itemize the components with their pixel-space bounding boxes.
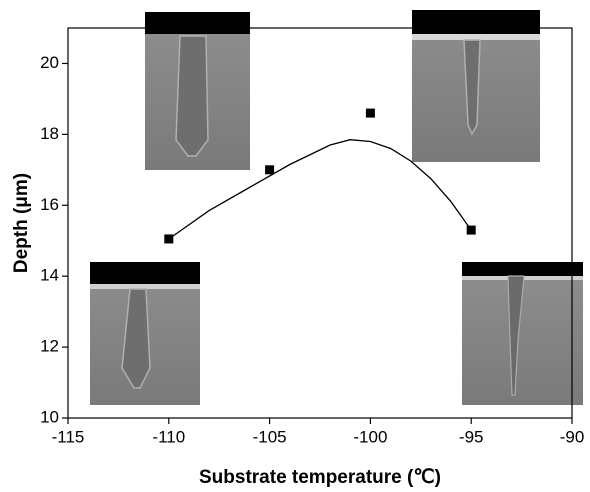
- marker: [164, 234, 174, 244]
- marker: [265, 165, 275, 175]
- sem-inset: [145, 12, 250, 170]
- sem-inset: [462, 262, 583, 405]
- x-tick-label: -100: [353, 427, 387, 446]
- x-tick-label: -115: [52, 427, 85, 446]
- y-tick-label: 12: [40, 337, 59, 356]
- marker: [466, 225, 476, 235]
- fit-line: [168, 139, 472, 240]
- y-tick-label: 14: [40, 266, 59, 285]
- marker: [365, 108, 375, 118]
- sem-inset: [412, 10, 540, 162]
- x-axis-title: Substrate temperature (℃): [199, 467, 441, 488]
- x-tick-label: -95: [459, 427, 484, 446]
- plot-frame: [67, 27, 573, 419]
- sem-inset: [90, 262, 200, 405]
- y-tick-label: 20: [40, 53, 59, 72]
- y-tick-label: 18: [40, 124, 59, 143]
- y-axis-title: Depth (μm): [11, 173, 32, 273]
- x-tick-label: -110: [152, 427, 185, 446]
- x-tick-label: -90: [560, 427, 585, 446]
- x-tick-label: -105: [253, 427, 287, 446]
- y-tick-label: 10: [40, 407, 59, 426]
- y-tick-label: 16: [40, 195, 59, 214]
